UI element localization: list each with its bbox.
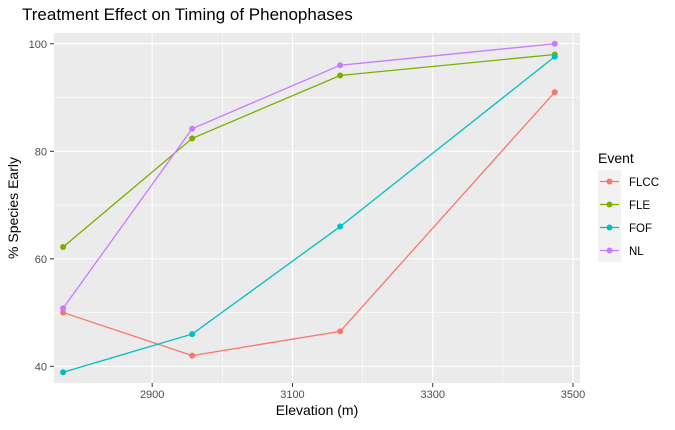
data-point-nl — [551, 40, 558, 47]
data-point-nl — [60, 305, 67, 312]
data-point-fle — [337, 72, 344, 79]
series-line-nl — [62, 43, 555, 309]
series-line-flcc — [62, 91, 556, 357]
legend-label-fof: FOF — [629, 223, 652, 235]
legend-keys: FLCC FLE FOF NL — [598, 170, 659, 262]
data-point-flcc — [337, 328, 344, 335]
legend-label-nl: NL — [629, 246, 644, 258]
series-line-fle — [62, 53, 555, 248]
x-tick-label: 3500 — [561, 389, 585, 401]
data-point-nl — [337, 62, 344, 69]
data-point-fle — [60, 243, 67, 250]
legend-key-point-fle — [606, 201, 613, 208]
plot-panel — [54, 33, 580, 383]
data-point-flcc — [60, 309, 67, 316]
legend-label-fle: FLE — [629, 200, 650, 212]
data-point-fof — [337, 223, 344, 230]
axis-ticks: 2900 3100 3300 3500 40 60 80 100 — [29, 39, 586, 401]
data-point-fof — [551, 53, 558, 60]
data-point-flcc — [551, 89, 558, 96]
series-layer — [60, 40, 558, 376]
legend-key-point-flcc — [606, 178, 613, 185]
legend-key-point-fof — [606, 224, 613, 231]
y-tick-label: 100 — [29, 39, 47, 51]
legend-key-point-nl — [606, 247, 613, 254]
x-axis-label: Elevation (m) — [276, 402, 358, 418]
y-axis-label: % Species Early — [5, 157, 21, 259]
data-point-flcc — [189, 352, 196, 359]
y-tick-label: 80 — [35, 146, 47, 158]
legend: Event FLCC FLE FOF NL — [598, 150, 659, 262]
y-tick-label: 60 — [35, 254, 47, 266]
legend-title: Event — [598, 150, 634, 166]
data-point-fle — [189, 135, 196, 142]
data-point-fof — [60, 369, 67, 376]
data-point-fof — [189, 331, 196, 338]
chart-title: Treatment Effect on Timing of Phenophase… — [22, 5, 353, 24]
x-tick-label: 3300 — [420, 389, 444, 401]
x-tick-label: 3100 — [280, 389, 304, 401]
grid-major — [54, 33, 580, 383]
x-tick-label: 2900 — [140, 389, 164, 401]
y-tick-label: 40 — [35, 361, 47, 373]
data-point-nl — [189, 125, 196, 132]
legend-label-flcc: FLCC — [629, 177, 659, 189]
series-line-fof — [62, 56, 556, 373]
